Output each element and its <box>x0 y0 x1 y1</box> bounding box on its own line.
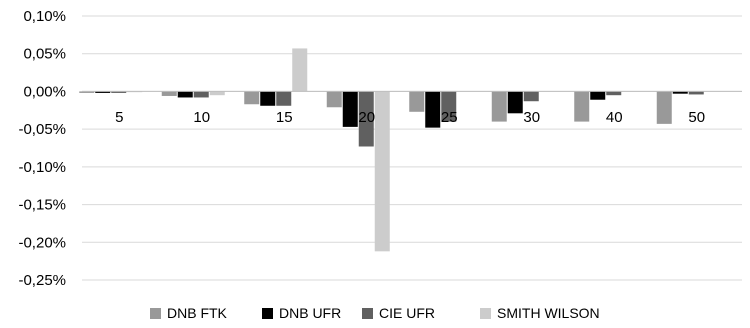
bar-dnb-ftk-25 <box>409 91 425 112</box>
category-label: 30 <box>523 109 540 126</box>
category-labels: 5 10 15 20 25 30 40 50 <box>115 109 705 126</box>
bar-cie-ufr-40 <box>606 91 622 96</box>
bar-dnb-ufr-20 <box>342 91 358 127</box>
legend-swatch-dnb-ftk <box>150 308 161 319</box>
category-label: 10 <box>193 109 210 126</box>
bar-smith-wilson-10 <box>209 91 225 96</box>
bar-cie-ufr-5 <box>111 91 127 93</box>
bar-cie-ufr-15 <box>276 91 292 106</box>
gridlines <box>82 15 742 281</box>
legend-label-dnb-ftk: DNB FTK <box>167 305 228 321</box>
bar-dnb-ufr-30 <box>507 91 523 114</box>
category-label: 15 <box>276 109 293 126</box>
y-tick-label: -0,15% <box>18 197 66 214</box>
bar-smith-wilson-15 <box>292 48 308 92</box>
legend-label-dnb-ufr: DNB UFR <box>279 305 341 321</box>
legend-swatch-dnb-ufr <box>262 308 273 319</box>
bar-dnb-ftk-40 <box>574 91 590 122</box>
bar-dnb-ftk-50 <box>656 91 672 124</box>
bars <box>79 48 742 252</box>
bar-cie-ufr-30 <box>523 91 539 102</box>
bar-dnb-ufr-50 <box>672 91 688 94</box>
category-label: 40 <box>606 109 623 126</box>
bar-dnb-ufr-40 <box>590 91 606 100</box>
bar-dnb-ftk-10 <box>161 91 177 96</box>
bar-dnb-ufr-5 <box>95 91 111 93</box>
bar-dnb-ftk-30 <box>491 91 507 122</box>
y-tick-label: -0,25% <box>18 272 66 289</box>
bar-cie-ufr-25 <box>441 91 457 122</box>
bar-cie-ufr-20 <box>358 91 374 147</box>
category-label: 20 <box>358 109 375 126</box>
bar-dnb-ufr-15 <box>260 91 276 106</box>
bar-cie-ufr-50 <box>688 91 704 95</box>
y-tick-label: 0,10% <box>23 8 66 25</box>
y-tick-label: -0,20% <box>18 234 66 251</box>
legend-swatch-cie-ufr <box>362 308 373 319</box>
bar-dnb-ftk-5 <box>79 91 95 93</box>
y-axis-tick-labels: 0,10% 0,05% 0,00% -0,05% -0,10% -0,15% -0,20% -… <box>18 8 66 289</box>
legend-label-cie-ufr: CIE UFR <box>379 305 435 321</box>
category-label: 50 <box>688 109 705 126</box>
legend-label-smith-wilson: SMITH WILSON <box>497 305 600 321</box>
category-label: 5 <box>115 109 123 126</box>
bar-cie-ufr-10 <box>193 91 209 98</box>
legend-swatch-smith-wilson <box>480 308 491 319</box>
bar-dnb-ufr-25 <box>425 91 441 128</box>
bar-smith-wilson-20 <box>374 91 390 252</box>
y-tick-label: 0,05% <box>23 46 66 63</box>
y-tick-label: 0,00% <box>23 83 66 100</box>
bar-dnb-ufr-10 <box>177 91 193 98</box>
category-label: 25 <box>441 109 458 126</box>
y-tick-label: -0,05% <box>18 121 66 138</box>
legend: DNB FTK DNB UFR CIE UFR SMITH WILSON <box>150 305 600 321</box>
bar-dnb-ftk-15 <box>244 91 260 105</box>
y-tick-label: -0,10% <box>18 159 66 176</box>
bar-dnb-ftk-20 <box>326 91 342 108</box>
